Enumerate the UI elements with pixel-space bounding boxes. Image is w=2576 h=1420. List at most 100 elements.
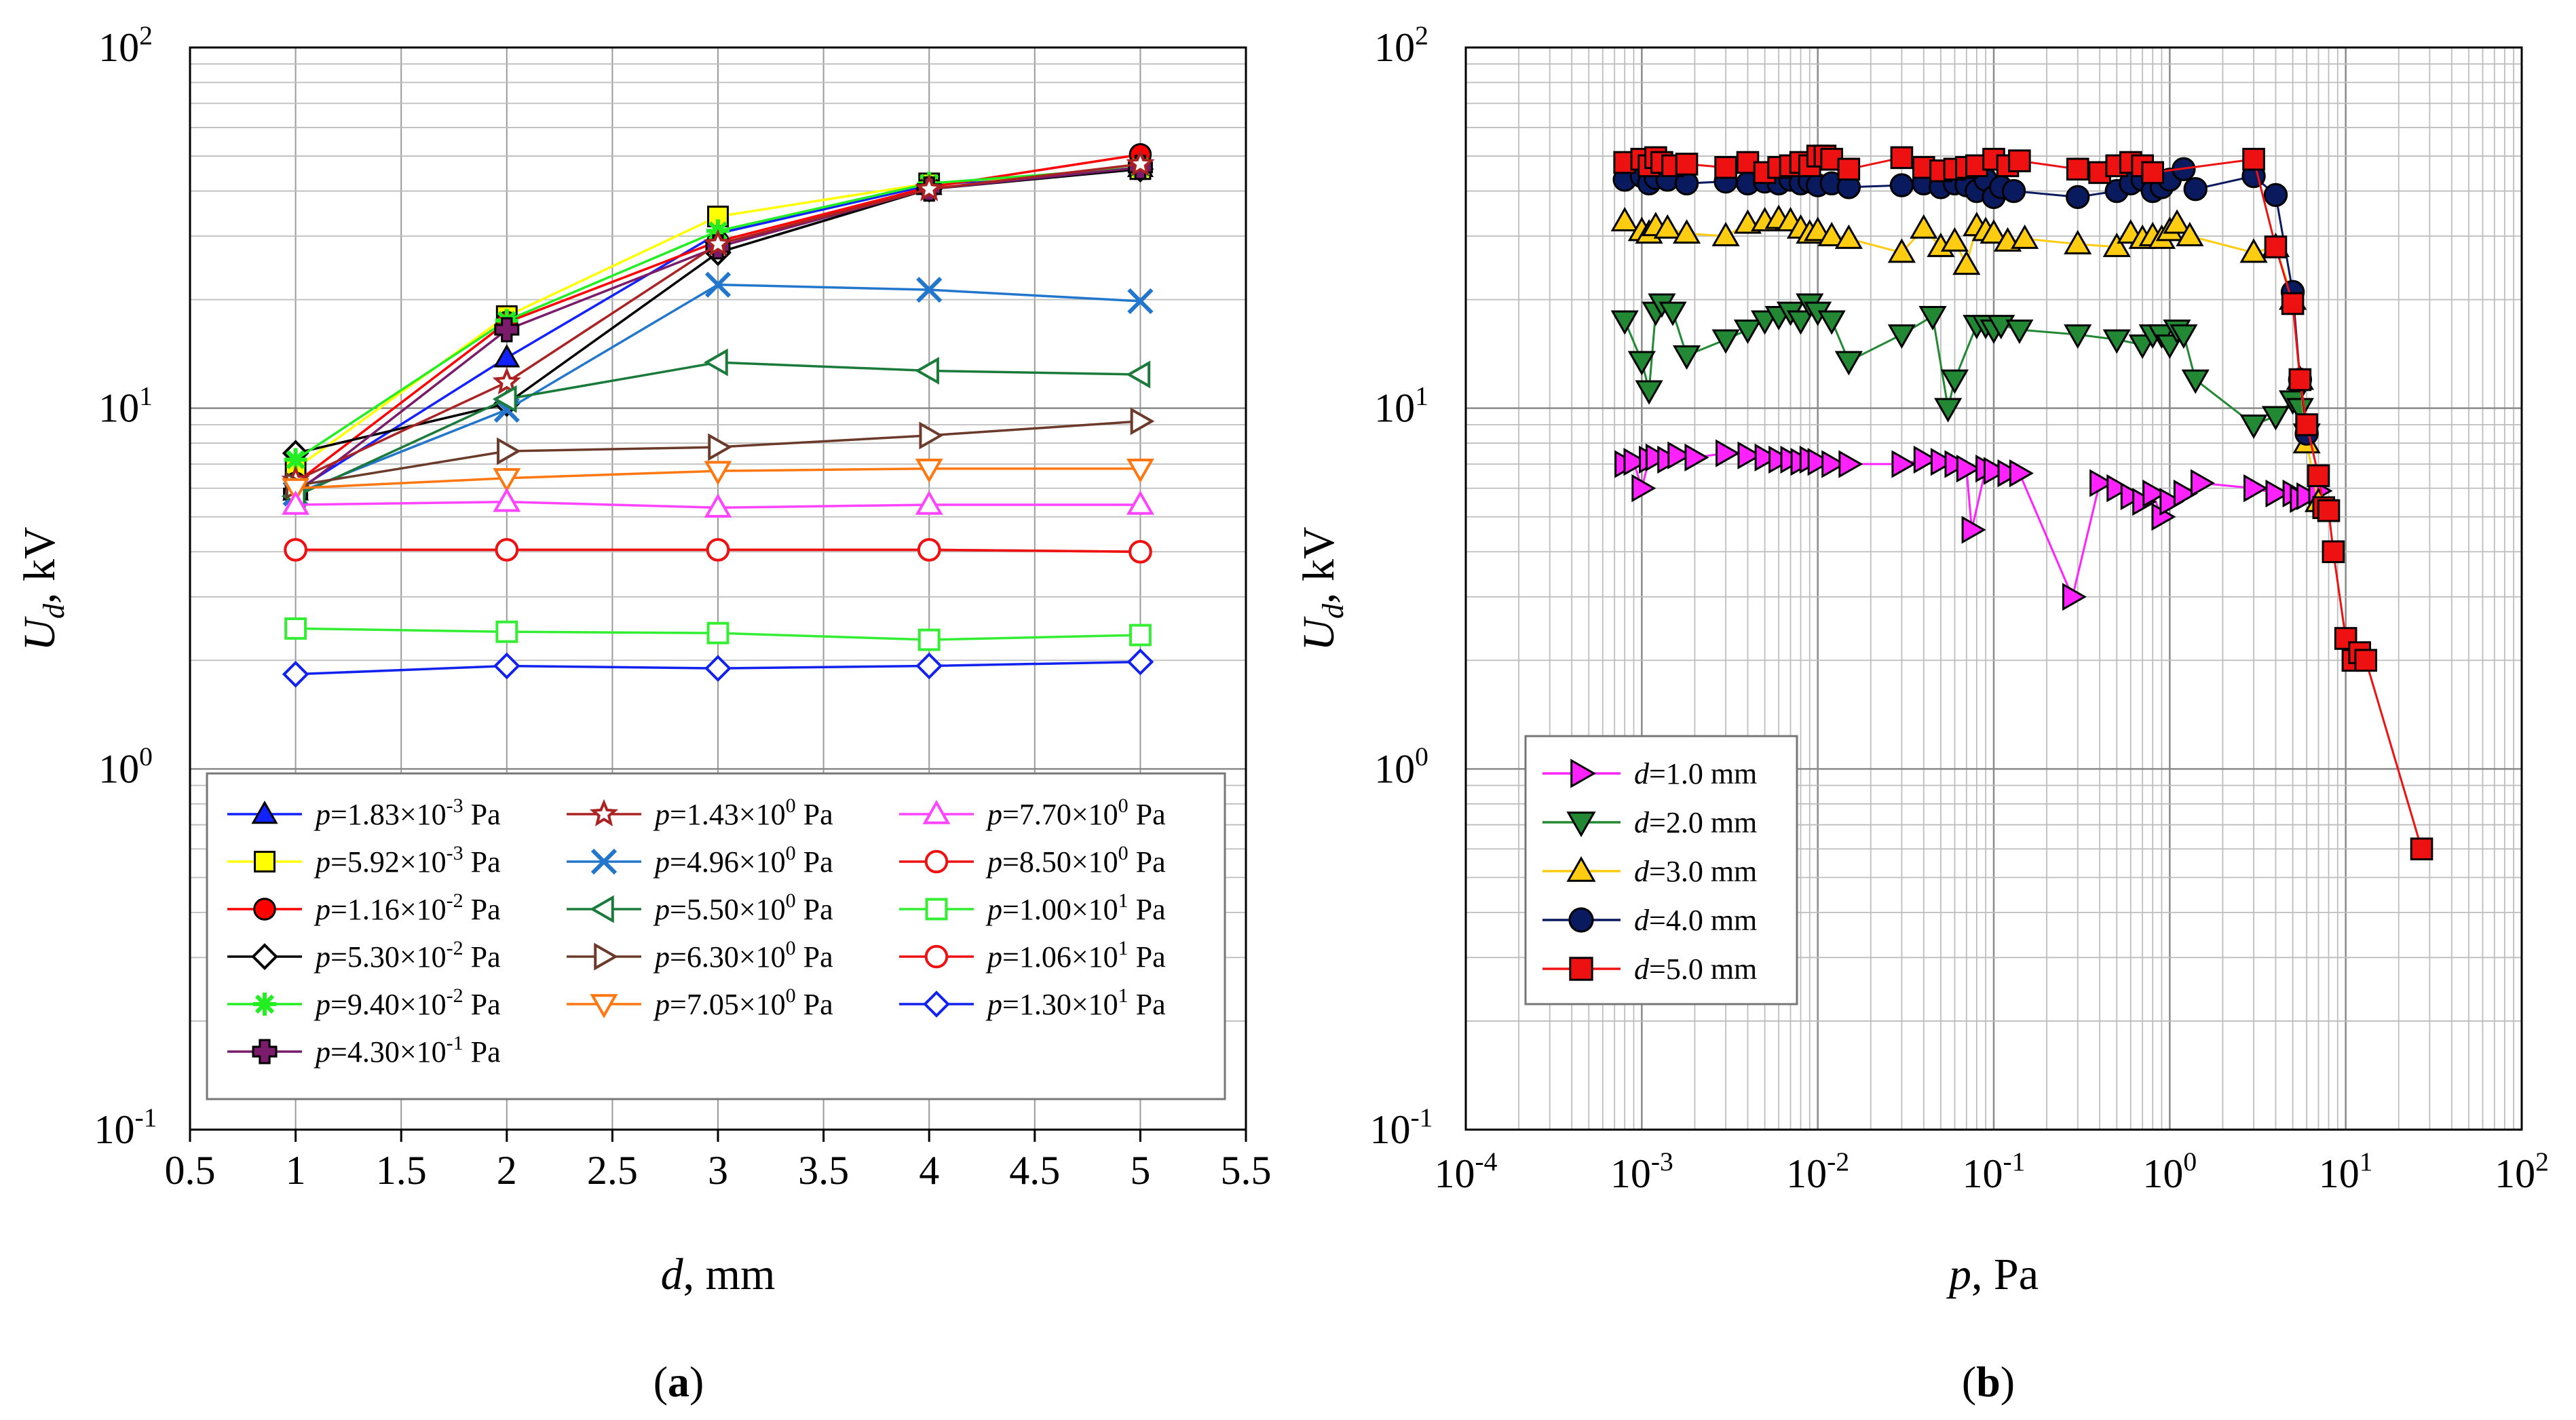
legend-label: d=3.0 mm	[1634, 855, 1757, 888]
series-line	[1623, 301, 2308, 434]
legend-marker	[590, 994, 618, 1019]
data-point	[917, 538, 941, 562]
data-point	[2009, 459, 2034, 488]
series-11	[282, 458, 1154, 503]
legend-marker	[590, 848, 618, 875]
data-point	[2008, 149, 2031, 172]
x-tick-label: 3	[708, 1148, 728, 1193]
data-point	[1934, 398, 1963, 423]
data-point	[1889, 173, 1914, 197]
x-tick-label: 101	[2319, 1147, 2373, 1196]
data-point	[2064, 324, 2092, 349]
data-point	[493, 467, 521, 493]
series-d-2	[1610, 293, 2321, 448]
series-d-1	[1614, 439, 2333, 611]
data-point	[2410, 837, 2433, 861]
data-point	[2243, 474, 2269, 503]
legend-label: d=2.0 mm	[1634, 806, 1757, 839]
data-point	[2190, 469, 2216, 497]
data-point	[2001, 178, 2026, 204]
data-point	[2263, 183, 2288, 208]
data-point	[2295, 413, 2318, 436]
legend-box	[206, 772, 1226, 1100]
x-tick-label: 4.5	[1009, 1148, 1060, 1193]
legend-entry: d=4.0 mm	[1542, 904, 1757, 937]
y-tick-label: 101	[1374, 381, 1428, 430]
data-point	[2286, 398, 2314, 423]
legend-marker	[251, 800, 278, 824]
legend-marker	[924, 944, 949, 969]
data-point	[1672, 219, 1701, 244]
data-point	[1631, 474, 1656, 503]
data-point	[1716, 439, 1741, 467]
data-point	[1804, 216, 1832, 242]
legend-entry: p=7.70×100 Pa	[899, 794, 1166, 831]
data-point	[493, 652, 520, 680]
legend-marker	[589, 799, 619, 826]
x-tick-label: 10-3	[1610, 1147, 1673, 1196]
data-point	[1891, 450, 1916, 478]
data-point	[284, 448, 307, 472]
legend-entry: p=1.06×101 Pa	[899, 937, 1166, 974]
chart-a-plot-area	[189, 46, 1247, 1131]
data-point	[2281, 292, 2305, 315]
legend-label: p=5.50×100 Pa	[653, 889, 833, 926]
legend-label: p=7.05×100 Pa	[653, 984, 833, 1021]
data-point	[915, 357, 939, 385]
legend-entry: p=7.05×100 Pa	[567, 984, 833, 1021]
data-point	[1887, 238, 1916, 263]
caption-a: (a)	[654, 1358, 704, 1406]
x-tick-label: 1.5	[376, 1148, 427, 1193]
data-point	[1817, 221, 1846, 246]
legend-label: d=1.0 mm	[1634, 757, 1757, 790]
legend-entry: p=1.83×10-3 Pa	[227, 794, 501, 831]
legend-marker	[251, 943, 278, 970]
data-point	[1940, 227, 1969, 252]
legend-entry: d=2.0 mm	[1542, 806, 1757, 839]
y-tick-label: 100	[98, 742, 153, 791]
legend-label: p=5.92×10-3 Pa	[314, 842, 501, 879]
chart-b: 10-4 10-3 10-2 10-1 100 101 102 10-1 100 101 102 U…	[1294, 20, 2549, 1406]
data-point	[703, 229, 733, 256]
series-12	[282, 487, 1154, 518]
y-tick-label: 102	[98, 20, 153, 70]
legend-entry: p=1.43×100 Pa	[567, 794, 833, 831]
data-point	[495, 620, 518, 643]
data-point	[2005, 320, 2034, 345]
data-point	[2106, 474, 2132, 503]
data-point	[1838, 450, 1863, 478]
legend-marker	[1568, 907, 1594, 933]
data-point	[1126, 648, 1154, 676]
data-point	[706, 538, 730, 562]
x-tick-label: 0.5	[165, 1148, 216, 1193]
x-tick-label: 10-1	[1963, 1147, 2026, 1196]
data-point	[1807, 448, 1832, 476]
legend-entry: p=1.16×10-2 Pa	[227, 889, 501, 926]
series-d-4	[1612, 157, 2319, 446]
data-point	[2239, 238, 2268, 263]
data-point	[2242, 147, 2265, 171]
data-point	[2334, 627, 2357, 650]
data-point	[1930, 448, 1955, 476]
data-point	[2102, 329, 2131, 354]
y-tick-label: 101	[98, 381, 153, 430]
data-point	[2066, 157, 2089, 181]
legend-entry: p=1.30×101 Pa	[899, 984, 1166, 1021]
series-10	[285, 407, 1155, 500]
data-point	[2163, 209, 2191, 234]
data-point	[1786, 310, 1815, 335]
data-point	[2011, 224, 2039, 249]
data-point	[494, 317, 520, 343]
data-point	[1714, 156, 1737, 179]
data-point	[915, 490, 943, 515]
legend-label: p=4.30×10-1 Pa	[314, 1032, 501, 1069]
x-tick-label: 2.5	[587, 1148, 638, 1193]
legend-entry: d=5.0 mm	[1542, 953, 1757, 986]
data-point	[1684, 443, 1709, 472]
data-point	[2265, 479, 2290, 508]
data-point	[1129, 539, 1152, 564]
data-point	[2170, 324, 2198, 349]
data-point	[1940, 369, 1969, 394]
x-tick-label: 3.5	[798, 1148, 849, 1193]
data-point	[916, 276, 943, 303]
